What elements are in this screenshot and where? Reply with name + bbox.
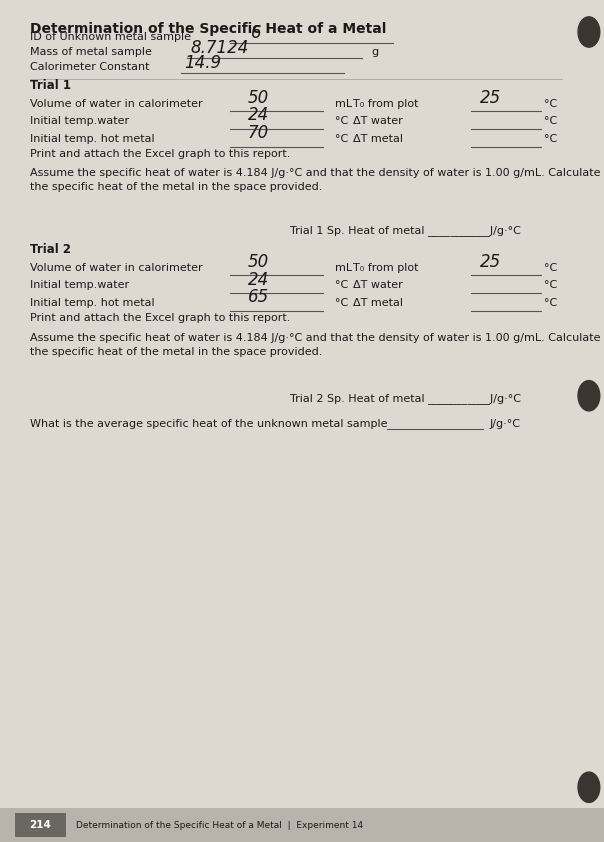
Text: T₀ from plot: T₀ from plot bbox=[353, 99, 419, 109]
Text: °C: °C bbox=[335, 116, 349, 126]
Text: Print and attach the Excel graph to this report.: Print and attach the Excel graph to this… bbox=[30, 313, 291, 323]
Circle shape bbox=[578, 381, 600, 411]
Text: 25: 25 bbox=[480, 88, 501, 107]
Text: °C: °C bbox=[544, 263, 557, 273]
Text: °C: °C bbox=[335, 134, 349, 144]
Text: Assume the specific heat of water is 4.184 J/g·°C and that the density of water : Assume the specific heat of water is 4.1… bbox=[30, 168, 601, 193]
Text: 14.9: 14.9 bbox=[184, 54, 221, 72]
Text: °C: °C bbox=[544, 99, 557, 109]
Text: 25: 25 bbox=[480, 253, 501, 271]
Bar bbox=[15, 813, 66, 837]
Text: °C: °C bbox=[544, 116, 557, 126]
Text: Determination of the Specific Heat of a Metal  |  Experiment 14: Determination of the Specific Heat of a … bbox=[76, 821, 362, 829]
Text: 50: 50 bbox=[248, 253, 269, 271]
Text: T₀ from plot: T₀ from plot bbox=[353, 263, 419, 273]
Text: °C: °C bbox=[544, 298, 557, 308]
Text: Print and attach the Excel graph to this report.: Print and attach the Excel graph to this… bbox=[30, 149, 291, 159]
Text: °C: °C bbox=[544, 134, 557, 144]
Text: ΔT metal: ΔT metal bbox=[353, 298, 403, 308]
Text: °C: °C bbox=[335, 298, 349, 308]
Text: °C: °C bbox=[544, 280, 557, 290]
Text: What is the average specific heat of the unknown metal sample: What is the average specific heat of the… bbox=[30, 418, 388, 429]
Text: Initial temp.water: Initial temp.water bbox=[30, 116, 129, 126]
Text: 24: 24 bbox=[248, 270, 269, 289]
Text: Assume the specific heat of water is 4.184 J/g·°C and that the density of water : Assume the specific heat of water is 4.1… bbox=[30, 333, 601, 357]
Text: ΔT metal: ΔT metal bbox=[353, 134, 403, 144]
Text: Determination of the Specific Heat of a Metal: Determination of the Specific Heat of a … bbox=[30, 22, 387, 36]
Text: 70: 70 bbox=[248, 124, 269, 142]
Text: mL: mL bbox=[335, 263, 352, 273]
Text: g: g bbox=[371, 47, 379, 57]
Text: Initial temp. hot metal: Initial temp. hot metal bbox=[30, 298, 155, 308]
Text: J/g·°C: J/g·°C bbox=[489, 418, 520, 429]
Text: Initial temp. hot metal: Initial temp. hot metal bbox=[30, 134, 155, 144]
Text: Initial temp.water: Initial temp.water bbox=[30, 280, 129, 290]
Text: Trial 2 Sp. Heat of metal ___________J/g·°C: Trial 2 Sp. Heat of metal ___________J/g… bbox=[290, 393, 521, 403]
Text: 8.7124: 8.7124 bbox=[190, 39, 249, 57]
Text: ΔT water: ΔT water bbox=[353, 116, 403, 126]
Text: mL: mL bbox=[335, 99, 352, 109]
Text: 50: 50 bbox=[248, 88, 269, 107]
Text: 214: 214 bbox=[30, 820, 51, 830]
Bar bbox=[0, 808, 604, 842]
Text: Mass of metal sample: Mass of metal sample bbox=[30, 47, 152, 57]
Text: °C: °C bbox=[335, 280, 349, 290]
Circle shape bbox=[578, 17, 600, 47]
Text: 6: 6 bbox=[251, 24, 262, 42]
Text: ΔT water: ΔT water bbox=[353, 280, 403, 290]
Text: Trial 1 Sp. Heat of metal ___________J/g·°C: Trial 1 Sp. Heat of metal ___________J/g… bbox=[290, 226, 521, 236]
Text: Calorimeter Constant: Calorimeter Constant bbox=[30, 62, 150, 72]
Circle shape bbox=[578, 772, 600, 802]
Text: Trial 1: Trial 1 bbox=[30, 78, 71, 92]
Text: Volume of water in calorimeter: Volume of water in calorimeter bbox=[30, 263, 203, 273]
Text: Volume of water in calorimeter: Volume of water in calorimeter bbox=[30, 99, 203, 109]
Text: Trial 2: Trial 2 bbox=[30, 242, 71, 256]
Text: 24: 24 bbox=[248, 106, 269, 125]
Text: 65: 65 bbox=[248, 288, 269, 306]
Text: ID of Unknown metal sample: ID of Unknown metal sample bbox=[30, 32, 191, 42]
